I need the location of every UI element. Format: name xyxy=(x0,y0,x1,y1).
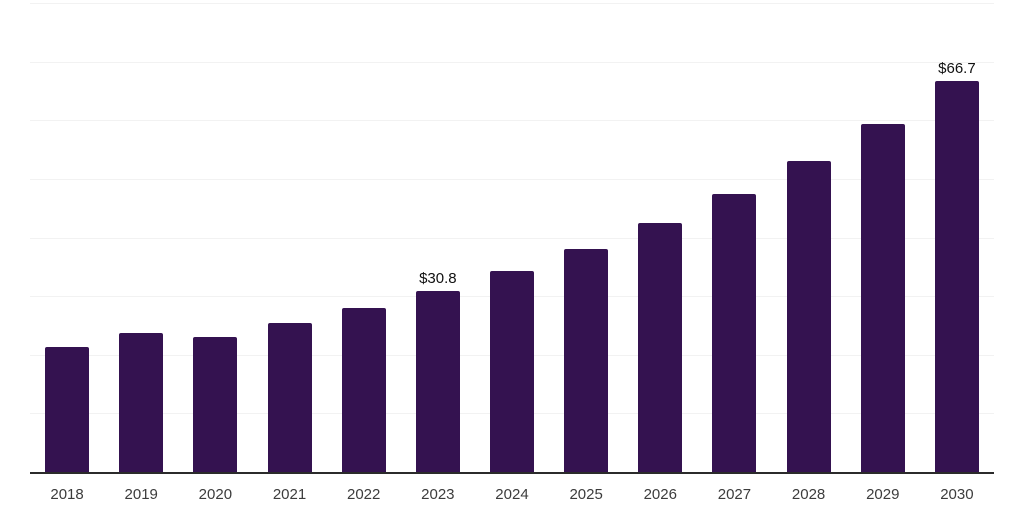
x-tick-label-2028: 2028 xyxy=(791,486,826,503)
x-tick-label-2025: 2025 xyxy=(569,486,603,503)
bar-2030 xyxy=(934,80,979,472)
gridline-60 xyxy=(30,120,994,122)
x-tick-label-2024: 2024 xyxy=(495,486,529,503)
x-tick-label-2021: 2021 xyxy=(272,486,307,503)
bar-2027 xyxy=(712,194,757,472)
bar-2028 xyxy=(786,161,831,472)
bar-value-label-2030: $66.7 xyxy=(938,59,976,77)
x-tick-label-2018: 2018 xyxy=(50,486,84,503)
x-tick-label-2030: 2030 xyxy=(940,486,974,503)
bar-2018 xyxy=(45,346,90,472)
x-tick-label-2026: 2026 xyxy=(643,486,677,503)
x-axis-line xyxy=(30,472,994,474)
bar-2029 xyxy=(860,123,905,472)
x-tick-label-2027: 2027 xyxy=(717,486,752,503)
bar-2026 xyxy=(638,223,683,472)
bar-2020 xyxy=(193,336,238,472)
bar-2019 xyxy=(119,333,164,472)
x-tick-label-2023: 2023 xyxy=(421,486,455,503)
gridline-40 xyxy=(30,237,994,239)
x-tick-label-2022: 2022 xyxy=(346,486,381,503)
x-tick-label-2020: 2020 xyxy=(198,486,233,503)
bar-2024 xyxy=(490,270,534,472)
gridline-70 xyxy=(30,61,994,63)
gridline-50 xyxy=(30,178,994,180)
bar-value-label-2023: $30.8 xyxy=(419,270,457,288)
bar-2021 xyxy=(267,322,312,472)
x-tick-label-2029: 2029 xyxy=(866,486,900,503)
bar-2022 xyxy=(341,307,386,472)
gridline-80 xyxy=(30,3,994,4)
x-tick-label-2019: 2019 xyxy=(124,486,158,503)
bar-2023 xyxy=(415,291,460,472)
bar-2025 xyxy=(564,249,609,472)
